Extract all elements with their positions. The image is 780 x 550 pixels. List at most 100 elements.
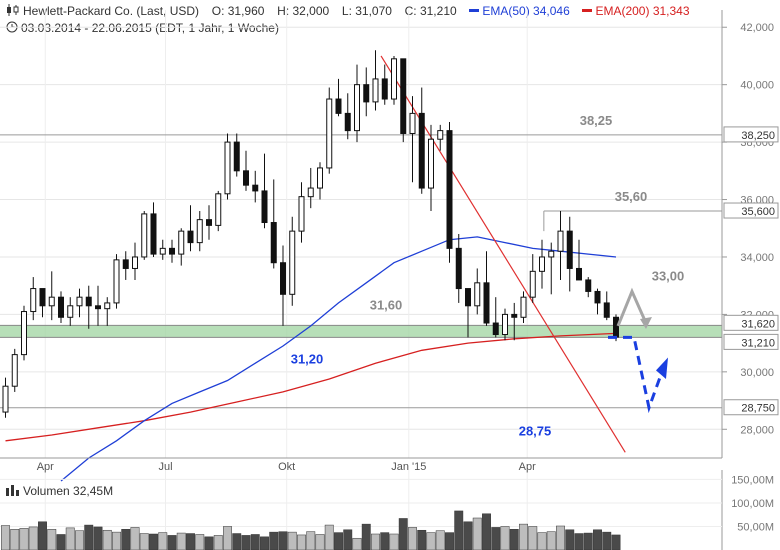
candle: [344, 93, 351, 140]
volume-label: Volumen: [23, 484, 70, 498]
scenario-arrow-blue: [608, 335, 664, 414]
candle-body-up: [391, 58, 397, 100]
candle-body-down: [492, 322, 499, 336]
volume-bar: [232, 533, 242, 550]
candle-body-down: [576, 267, 582, 281]
volume-value: 32,45M: [73, 484, 114, 498]
candle: [502, 308, 508, 341]
volume-bar: [324, 524, 334, 550]
candle: [76, 288, 83, 318]
volume-bar: [213, 535, 223, 550]
volume-bar: [287, 531, 297, 550]
volume-bar: [102, 529, 112, 550]
candles-layer: [2, 50, 619, 418]
support-zone-band: [0, 325, 722, 338]
volume-bar: [112, 531, 121, 550]
candle-body-down: [335, 98, 342, 114]
candle-body-down: [455, 247, 462, 290]
volume-tick-label: 100,00M: [731, 498, 774, 510]
candle: [483, 251, 490, 326]
volume-bar: [334, 532, 343, 550]
candle: [270, 179, 277, 269]
candle-body-up: [224, 141, 231, 195]
candle: [48, 271, 55, 321]
volume-bar: [361, 523, 371, 550]
candle-body-up: [289, 230, 296, 295]
candle: [39, 288, 46, 318]
scenario-arrow-gray: [616, 287, 648, 327]
candle-body-up: [178, 230, 185, 255]
candle-body-down: [465, 288, 471, 307]
volume-bar: [593, 529, 602, 550]
candle: [21, 305, 27, 361]
level-axis-box: [723, 126, 779, 143]
candle: [437, 124, 444, 151]
candle-body-down: [363, 84, 370, 103]
candle-body-down: [344, 112, 351, 132]
level-axis-box: [723, 399, 779, 416]
candle: [603, 291, 610, 321]
candle: [557, 211, 564, 280]
volume-bars-icon: [6, 485, 19, 496]
candle: [363, 67, 370, 117]
candle-body-down: [418, 112, 425, 189]
candle-body-up: [196, 219, 203, 244]
candle: [280, 245, 286, 326]
x-tick-label: Jul: [158, 461, 172, 473]
candle-body-up: [520, 296, 527, 318]
volume-bar: [223, 526, 232, 550]
candle-body-down: [613, 316, 619, 338]
candle: [446, 122, 453, 263]
candle: [492, 297, 499, 338]
candle: [224, 133, 231, 200]
candle: [465, 288, 471, 338]
volume-legend: Volumen 32,45M: [6, 484, 113, 498]
volume-bar: [509, 529, 519, 550]
candle-body-up: [159, 247, 166, 255]
candle: [261, 153, 268, 229]
level-label-3825: 38,25: [580, 113, 613, 128]
level-axis-label: 28,750: [741, 403, 775, 415]
candle: [233, 133, 240, 177]
candle: [455, 234, 462, 303]
volume-bar: [10, 529, 20, 550]
zone-axis-box: [723, 314, 779, 331]
candle-body-down: [187, 230, 194, 244]
volume-bar: [167, 535, 177, 550]
candle: [594, 288, 601, 315]
volume-bar: [398, 518, 408, 550]
candle-body-up: [307, 187, 314, 198]
volume-bar: [130, 527, 140, 550]
volume-bar: [445, 532, 454, 550]
candle-body-down: [270, 222, 277, 264]
scenario-arrowhead-blue: [656, 357, 668, 380]
volume-bar: [528, 526, 538, 550]
candle: [58, 291, 64, 324]
candle-body-down: [280, 262, 286, 295]
candle-body-up: [141, 213, 148, 258]
volume-bar: [306, 531, 316, 550]
candle-body-up: [76, 296, 83, 307]
candle: [196, 211, 203, 252]
candle-body-up: [317, 167, 323, 189]
candle: [95, 285, 101, 326]
volume-bar: [343, 529, 353, 550]
candle-body-up: [298, 196, 305, 232]
candle-body-up: [548, 250, 555, 258]
candle: [566, 216, 573, 292]
volume-layer: 150,00M 100,00M 50,00M: [0, 474, 774, 550]
volume-bar: [611, 534, 621, 550]
volume-bar: [139, 533, 149, 550]
candle-body-up: [437, 130, 444, 140]
candle: [372, 50, 379, 111]
volume-bar: [352, 537, 362, 550]
volume-bar: [546, 531, 556, 550]
candle: [113, 254, 120, 309]
candle-body-down: [39, 288, 46, 307]
volume-bar: [472, 517, 482, 550]
volume-bar: [195, 534, 205, 550]
x-tick-label: Apr: [37, 461, 54, 473]
volume-bar: [491, 527, 501, 550]
candle: [317, 162, 323, 200]
